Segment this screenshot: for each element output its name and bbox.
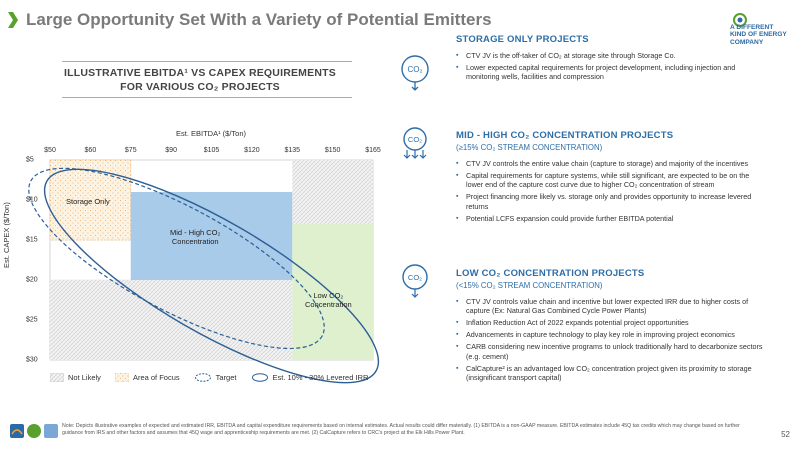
bullet: CTV JV controls the entire value chain (…	[456, 159, 766, 169]
co2-low-icon: CO₂	[402, 264, 428, 298]
region-label-low: Low CO₂ Concentration	[305, 291, 352, 309]
footer-logo-mark-1	[10, 424, 24, 438]
bullet: Capital requirements for capture systems…	[456, 171, 766, 190]
legend-target: Target	[194, 373, 237, 382]
chart-title-line-1: ILLUSTRATIVE EBITDA¹ VS CAPEX REQUIREMEN…	[64, 67, 336, 79]
x-tick-label: $105	[203, 147, 220, 154]
chart-regions	[49, 159, 373, 360]
region-not-likely	[50, 280, 293, 360]
section-storage-only-title: STORAGE ONLY PROJECTS	[456, 34, 589, 45]
section-storage-only-bullets: CTV JV is the off-taker of CO₂ at storag…	[456, 51, 766, 84]
target-oval	[28, 167, 325, 350]
svg-text:CO₂: CO₂	[407, 65, 422, 74]
section-low-bullets: CTV JV controls value chain and incentiv…	[456, 297, 766, 385]
logo-mark-icon	[733, 13, 747, 27]
logo-line-3: COMPANY	[730, 38, 764, 46]
x-tick-label: $165	[365, 147, 381, 154]
bullet: Project financing more likely vs. storag…	[456, 192, 766, 211]
chevron-right-icon	[8, 12, 18, 28]
chart-legend: Not Likely Area of Focus Target Est. 10%…	[50, 373, 382, 382]
footer-logo-mark-3	[44, 424, 58, 438]
legend-target-label: Target	[215, 373, 237, 382]
legend-levered-irr-label: Est. 10% - 30% Levered IRR	[272, 373, 369, 382]
x-tick-label: $120	[244, 147, 260, 154]
region-mid-high-co-concentration	[130, 192, 293, 280]
bullet: Lower expected capital requirements for …	[456, 63, 766, 82]
legend-area-of-focus-label: Area of Focus	[132, 373, 180, 382]
region-label-low-line-1: Low CO₂	[313, 291, 344, 300]
co2-mid-high-icon: CO₂	[403, 127, 427, 159]
section-mid-high-title: MID - HIGH CO₂ CONCENTRATION PROJECTS	[456, 130, 674, 141]
footer-logos	[10, 424, 58, 438]
legend-hatch-swatch	[50, 373, 64, 382]
legend-focus-swatch	[114, 373, 129, 382]
svg-text:CO₂: CO₂	[408, 135, 422, 144]
region-storage-only	[49, 159, 132, 241]
page-title: Large Opportunity Set With a Variety of …	[26, 10, 492, 29]
y-tick-label: $25	[26, 316, 38, 324]
legend-levered-irr: Est. 10% - 30% Levered IRR	[251, 373, 369, 382]
bullet: Inflation Reduction Act of 2022 expands …	[456, 318, 766, 328]
legend-target-swatch	[194, 373, 211, 382]
footer-logo-mark-2	[27, 424, 41, 438]
y-tick-label: $30	[26, 356, 38, 364]
company-logo: A DIFFERENT KIND OF ENERGY COMPANY	[728, 10, 788, 60]
svg-text:CO₂: CO₂	[408, 273, 422, 282]
x-tick-label: $75	[124, 147, 137, 154]
y-tick-label: $10	[26, 196, 38, 204]
section-low-subtitle: (<15% CO₂ STREAM CONCENTRATION)	[456, 281, 603, 290]
region-label-mid-high: Mid - High CO₂ Concentration	[170, 228, 220, 246]
region-label-mid-high-line-1: Mid - High CO₂	[170, 228, 221, 237]
section-mid-high-subtitle: (≥15% CO₂ STREAM CONCENTRATION)	[456, 143, 603, 152]
legend-not-likely: Not Likely	[50, 373, 101, 382]
page-number: 52	[781, 430, 790, 439]
section-mid-high-bullets: CTV JV controls the entire value chain (…	[456, 159, 766, 226]
bullet: CTV JV is the off-taker of CO₂ at storag…	[456, 51, 766, 61]
logo-line-2: KIND OF ENERGY	[730, 31, 787, 39]
bullet: CARB considering new incentive programs …	[456, 342, 766, 361]
chart-title-line-2: FOR VARIOUS CO₂ PROJECTS	[120, 81, 280, 93]
x-tick-label: $60	[84, 147, 97, 154]
logo-line-1: A DIFFERENT	[730, 24, 774, 31]
region-label-storage-only: Storage Only	[66, 197, 110, 206]
logo-text: A DIFFERENT KIND OF ENERGY COMPANY	[730, 24, 787, 46]
x-tick-label: $150	[324, 147, 341, 154]
bullet: CTV JV controls value chain and incentiv…	[456, 297, 766, 316]
x-axis-title: Est. EBITDA¹ ($/Ton)	[176, 129, 247, 138]
region-label-low-line-2: Concentration	[305, 300, 352, 309]
chart-ovals	[28, 167, 380, 384]
levered-irr-oval	[43, 168, 380, 384]
section-low-title: LOW CO₂ CONCENTRATION PROJECTS	[456, 268, 645, 279]
region-not-likely	[292, 160, 373, 224]
footer-note: Note: Depicts illustrative examples of e…	[62, 423, 740, 436]
y-tick-label: $5	[26, 156, 34, 164]
x-tick-label: $90	[165, 147, 177, 154]
chart-title-rule-bottom	[62, 97, 352, 98]
bullet: Advancements in capture technology to pl…	[456, 330, 766, 340]
page-header: Large Opportunity Set With a Variety of …	[8, 6, 492, 34]
bullet: Potential LCFS expansion could provide f…	[456, 214, 766, 224]
region-low-co-concentration	[292, 224, 373, 360]
bullet: CalCapture² is an advantaged low CO₂ con…	[456, 364, 766, 383]
legend-irr-swatch	[251, 373, 268, 382]
y-tick-label: $20	[26, 276, 38, 284]
y-tick-label: $15	[26, 236, 38, 244]
x-tick-label: $50	[44, 147, 56, 154]
x-tick-label: $135	[284, 147, 301, 154]
chart-title-rule-top	[62, 61, 352, 62]
co2-storage-icon: CO₂	[401, 55, 429, 91]
legend-area-of-focus: Area of Focus	[114, 373, 180, 382]
legend-not-likely-label: Not Likely	[68, 373, 101, 382]
region-label-mid-high-line-2: Concentration	[171, 237, 219, 246]
chart-title: ILLUSTRATIVE EBITDA¹ VS CAPEX REQUIREMEN…	[50, 66, 350, 94]
